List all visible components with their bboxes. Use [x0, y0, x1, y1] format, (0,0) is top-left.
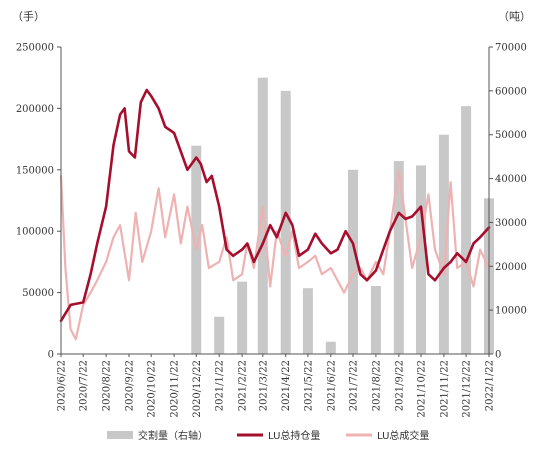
legend-label-open-interest: LU总持仓量	[268, 429, 320, 442]
x-tick-label: 2021/8/22	[371, 360, 382, 411]
right-tick-label: 0	[495, 350, 501, 361]
right-tick-label: 40000	[495, 174, 527, 185]
left-tick-label: 150000	[16, 165, 54, 176]
right-tick-label: 60000	[495, 86, 527, 97]
delivery-bar	[237, 281, 248, 354]
x-tick-label: 2020/6/22	[57, 360, 68, 411]
delivery-bar	[325, 341, 336, 354]
delivery-bar	[415, 165, 426, 354]
x-tick-label: 2020/7/22	[79, 360, 90, 411]
right-axis-unit: （吨）	[498, 10, 531, 23]
x-tick-label: 2020/8/22	[102, 360, 113, 411]
x-tick-label: 2021/2/22	[238, 360, 249, 411]
x-tick-label: 2021/10/22	[416, 360, 427, 418]
delivery-bar	[438, 134, 449, 354]
left-tick-label: 0	[48, 350, 54, 361]
legend: 交割量（右轴） LU总持仓量 LU总成交量	[107, 429, 429, 442]
legend-label-volume: LU总成交量	[377, 429, 429, 442]
delivery-bar	[393, 161, 404, 354]
legend-swatch-bars	[107, 431, 133, 439]
right-axis-ticks: 0 10000 20000 30000 40000 50000 60000 70000	[489, 43, 527, 361]
delivery-bar	[347, 169, 358, 354]
right-tick-label: 10000	[495, 306, 527, 317]
x-tick-label: 2021/4/22	[281, 360, 292, 411]
left-tick-label: 200000	[16, 104, 54, 115]
left-axis-ticks: 0 50000 100000 150000 200000 250000	[16, 43, 61, 361]
x-tick-label: 2021/5/22	[303, 360, 314, 411]
x-tick-label: 2020/9/22	[125, 360, 136, 411]
delivery-bar	[280, 90, 291, 354]
delivery-bar	[461, 106, 472, 354]
x-tick-label: 2020/10/22	[147, 360, 158, 418]
x-tick-label: 2021/7/22	[348, 360, 359, 411]
left-tick-label: 50000	[22, 288, 54, 299]
x-tick-label: 2021/11/22	[439, 360, 450, 418]
x-tick-label: 2021/1/22	[215, 360, 226, 411]
x-tick-label: 2021/6/22	[326, 360, 337, 411]
x-tick-label: 2021/9/22	[394, 360, 405, 411]
x-tick-label: 2022/1/22	[485, 360, 496, 411]
right-tick-label: 50000	[495, 130, 527, 141]
delivery-bar	[370, 286, 381, 354]
x-tick-label: 2020/11/22	[170, 360, 181, 418]
delivery-bar	[302, 288, 313, 354]
lines-layer	[59, 88, 491, 341]
left-axis-unit: （手）	[12, 9, 45, 23]
delivery-bar	[214, 316, 225, 354]
x-tick-label: 2021/3/22	[258, 360, 269, 411]
left-tick-label: 250000	[16, 43, 54, 54]
right-tick-label: 30000	[495, 218, 527, 229]
volume-line	[59, 168, 491, 341]
legend-label-bars: 交割量（右轴）	[138, 429, 208, 442]
x-tick-label: 2020/12/22	[192, 360, 203, 418]
right-tick-label: 20000	[495, 262, 527, 273]
open-interest-line	[59, 88, 491, 323]
x-axis-ticks: 2020/6/22 2020/7/22 2020/8/22 2020/9/22 2020…	[57, 354, 496, 418]
left-tick-label: 100000	[16, 227, 54, 238]
right-tick-label: 70000	[495, 43, 527, 54]
x-tick-label: 2021/12/22	[462, 360, 473, 418]
